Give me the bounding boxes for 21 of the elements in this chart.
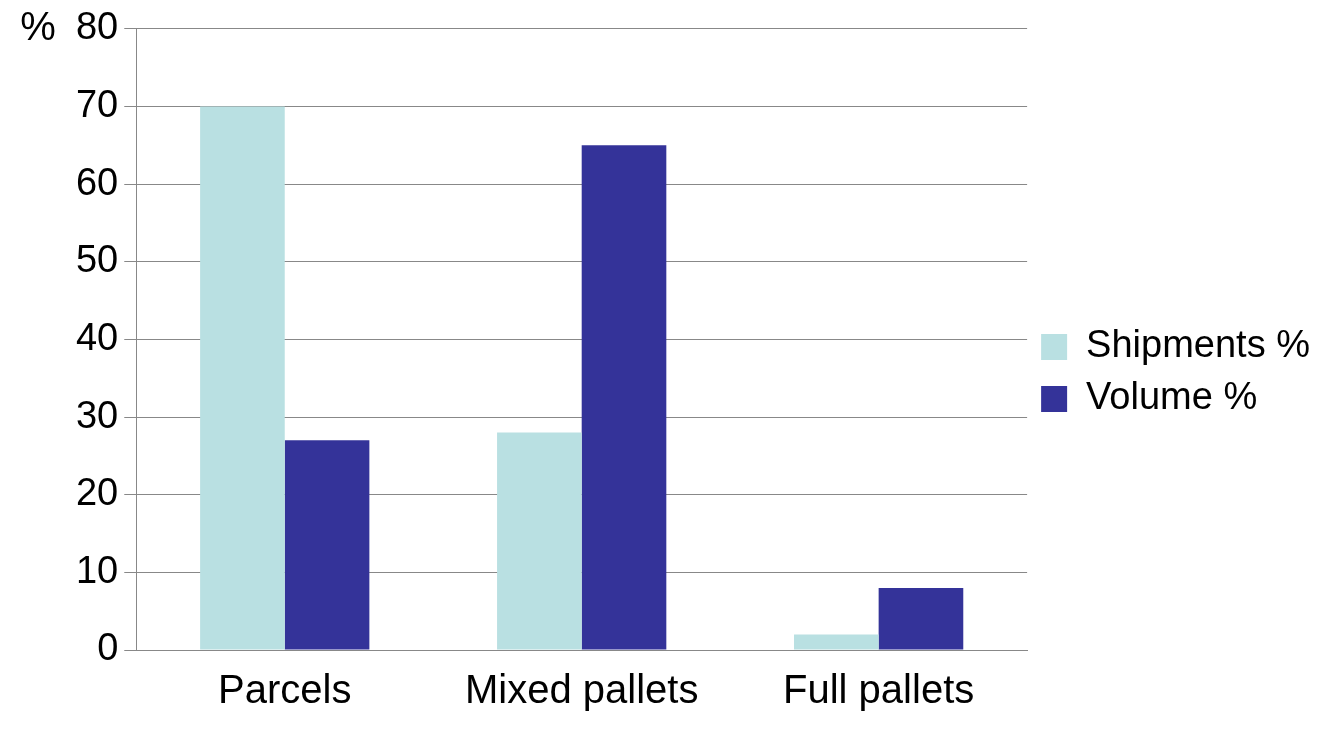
legend-label: Volume % — [1086, 375, 1258, 418]
x-tick-label: Full pallets — [783, 667, 975, 712]
legend-label: Shipments % — [1086, 323, 1311, 366]
y-tick-label: 40 — [75, 315, 119, 358]
x-tick-label: Parcels — [218, 667, 352, 712]
y-tick-label: 20 — [75, 471, 119, 514]
y-tick-label: 80 — [75, 5, 119, 48]
bar — [284, 440, 370, 650]
y-tick-label: 30 — [75, 393, 119, 436]
bar — [878, 587, 964, 650]
bar — [581, 145, 667, 650]
y-tick-label: 0 — [97, 626, 119, 669]
bar — [794, 634, 879, 650]
x-tick-label: Mixed pallets — [464, 667, 699, 712]
y-tick-label: 70 — [75, 82, 119, 125]
y-tick-label: 60 — [75, 160, 119, 203]
y-tick-label: 50 — [75, 238, 119, 281]
bar — [497, 432, 582, 650]
bar — [200, 106, 285, 650]
y-tick-label: 10 — [75, 548, 119, 591]
y-axis-title: % — [20, 3, 56, 48]
